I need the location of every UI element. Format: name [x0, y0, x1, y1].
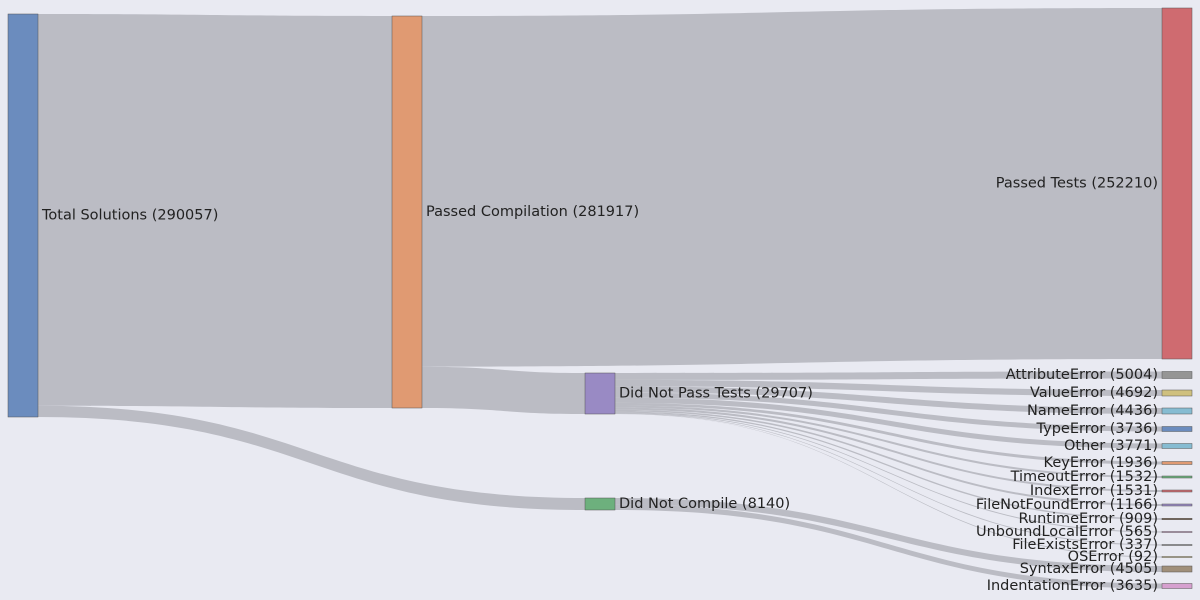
link-not_compiled-to-syntax[interactable] — [615, 498, 1162, 572]
link-total-to-compiled[interactable] — [38, 14, 392, 408]
node-label-syntax: SyntaxError (4505) — [1020, 561, 1158, 577]
link-compiled-to-passed[interactable] — [422, 8, 1162, 367]
node-not_compiled[interactable] — [584, 497, 616, 511]
node-type[interactable] — [1161, 426, 1193, 432]
node-name[interactable] — [1161, 407, 1193, 415]
link-failed-to-os[interactable] — [615, 413, 1162, 558]
node-label-filenotfound: FileNotFoundError (1166) — [976, 497, 1158, 513]
node-label-timeout: TimeoutError (1532) — [1010, 469, 1158, 485]
node-label-total: Total Solutions (290057) — [41, 208, 218, 224]
link-failed-to-attribute[interactable] — [615, 371, 1162, 380]
node-label-name: NameError (4436) — [1027, 403, 1158, 419]
node-runtime[interactable] — [1161, 518, 1193, 520]
node-other[interactable] — [1161, 443, 1193, 449]
node-label-not_compiled: Did Not Compile (8140) — [619, 496, 790, 512]
node-failed[interactable] — [584, 372, 616, 415]
node-label-passed: Passed Tests (252210) — [996, 176, 1158, 192]
link-failed-to-value[interactable] — [615, 379, 1162, 396]
link-failed-to-timeout[interactable] — [615, 405, 1162, 478]
node-label-value: ValueError (4692) — [1030, 385, 1158, 401]
node-filenotfound[interactable] — [1161, 503, 1193, 507]
link-failed-to-name[interactable] — [615, 386, 1162, 414]
node-label-fileexists: FileExistsError (337) — [1012, 537, 1158, 553]
node-syntax[interactable] — [1161, 565, 1193, 573]
node-compiled[interactable] — [391, 15, 423, 409]
node-key[interactable] — [1161, 461, 1193, 465]
node-label-index: IndexError (1531) — [1030, 483, 1158, 499]
node-unbound[interactable] — [1161, 531, 1193, 533]
link-compiled-to-failed[interactable] — [422, 366, 585, 414]
node-os[interactable] — [1161, 556, 1193, 558]
node-label-type: TypeError (3736) — [1036, 421, 1158, 437]
node-attribute[interactable] — [1161, 371, 1193, 379]
node-indentation[interactable] — [1161, 583, 1193, 589]
node-label-os: OSError (92) — [1068, 549, 1158, 565]
link-failed-to-filenotfound[interactable] — [615, 409, 1162, 506]
link-failed-to-key[interactable] — [615, 402, 1162, 465]
nodes-layer — [7, 7, 1193, 589]
node-value[interactable] — [1161, 389, 1193, 397]
node-label-compiled: Passed Compilation (281917) — [426, 204, 639, 220]
links-layer — [38, 8, 1162, 589]
link-failed-to-type[interactable] — [615, 392, 1162, 432]
node-timeout[interactable] — [1161, 475, 1193, 479]
node-label-failed: Did Not Pass Tests (29707) — [619, 386, 813, 402]
node-passed[interactable] — [1161, 7, 1193, 360]
link-failed-to-unbound[interactable] — [615, 412, 1162, 533]
node-index[interactable] — [1161, 489, 1193, 493]
node-label-attribute: AttributeError (5004) — [1006, 367, 1158, 383]
link-total-to-not_compiled[interactable] — [38, 405, 585, 510]
node-label-runtime: RuntimeError (909) — [1018, 511, 1158, 527]
node-label-indentation: IndentationError (3635) — [987, 578, 1158, 594]
node-label-other: Other (3771) — [1064, 438, 1158, 454]
node-total[interactable] — [7, 13, 39, 418]
link-failed-to-other[interactable] — [615, 397, 1162, 449]
node-label-unbound: UnboundLocalError (565) — [976, 524, 1158, 540]
link-not_compiled-to-indentation[interactable] — [615, 504, 1162, 589]
link-failed-to-index[interactable] — [615, 407, 1162, 492]
node-fileexists[interactable] — [1161, 544, 1193, 546]
node-label-key: KeyError (1936) — [1044, 455, 1158, 471]
labels-layer: Total Solutions (290057) Passed Compilati… — [41, 176, 1158, 595]
link-failed-to-runtime[interactable] — [615, 411, 1162, 520]
link-failed-to-fileexists[interactable] — [615, 413, 1162, 546]
